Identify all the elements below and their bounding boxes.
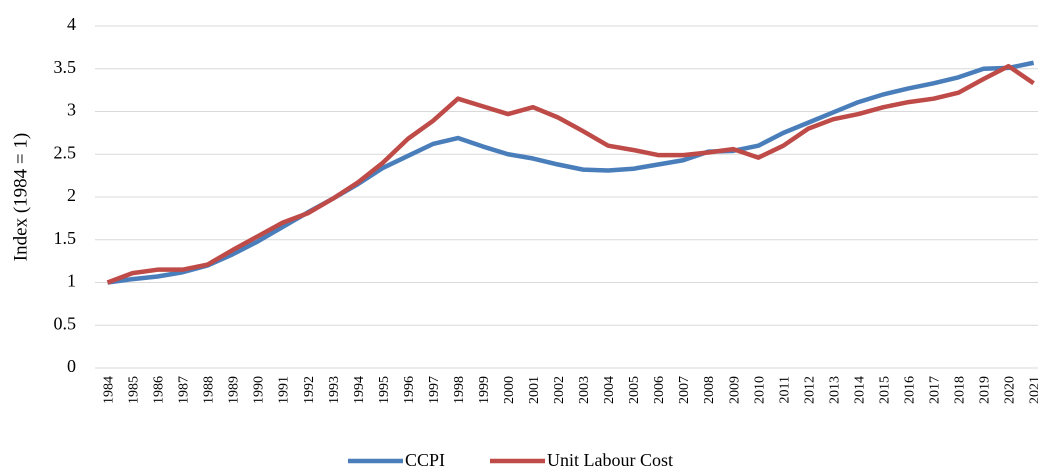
x-tick-label: 1998 <box>452 376 467 404</box>
x-tick-label: 1996 <box>402 376 417 404</box>
y-tick-label: 2 <box>67 185 76 205</box>
x-tick-label: 1993 <box>327 376 342 404</box>
x-tick-label: 2010 <box>752 376 767 404</box>
x-tick-label: 1988 <box>202 376 217 404</box>
y-tick-label: 1.5 <box>54 228 77 248</box>
y-tick-label: 3 <box>67 100 76 120</box>
x-tick-label: 2015 <box>877 376 892 404</box>
x-tick-label: 2002 <box>552 376 567 404</box>
x-tick-label: 2016 <box>902 376 917 404</box>
x-tick-label: 1997 <box>427 376 442 404</box>
x-tick-label: 2020 <box>1003 376 1018 404</box>
x-tick-label: 2007 <box>677 376 692 404</box>
x-tick-label: 2011 <box>777 376 792 403</box>
x-tick-label: 2018 <box>953 376 968 404</box>
y-axis-label: Index (1984 = 1) <box>10 133 31 261</box>
x-tick-label: 1986 <box>152 376 167 404</box>
legend-label: CCPI <box>405 450 445 470</box>
x-tick-label: 2005 <box>627 376 642 404</box>
x-tick-label: 1995 <box>377 376 392 404</box>
y-tick-label: 4 <box>67 14 76 34</box>
x-tick-label: 2004 <box>602 376 617 404</box>
x-tick-label: 1990 <box>252 376 267 404</box>
line-series <box>107 60 1035 285</box>
line-series <box>106 63 1035 285</box>
x-tick-label: 2001 <box>527 376 542 404</box>
x-tick-label: 2003 <box>577 376 592 404</box>
x-tick-label: 1989 <box>227 376 242 404</box>
y-tick-label: 0 <box>67 356 76 376</box>
x-tick-label: 2021 <box>1028 376 1038 404</box>
x-tick-label: 1987 <box>177 376 192 404</box>
x-tick-label: 2013 <box>827 376 842 404</box>
legend-label: Unit Labour Cost <box>547 450 673 470</box>
x-tick-label: 2014 <box>852 376 867 404</box>
x-tick-label: 2012 <box>802 376 817 404</box>
x-tick-label: 2006 <box>652 376 667 404</box>
x-tick-label: 2017 <box>928 376 943 404</box>
y-tick-label: 1 <box>67 271 76 291</box>
x-tick-label: 2000 <box>502 376 517 404</box>
y-tick-label: 2.5 <box>54 142 77 162</box>
x-tick-label: 1999 <box>477 376 492 404</box>
x-tick-label: 2009 <box>727 376 742 404</box>
x-tick-label: 1984 <box>102 376 117 404</box>
x-tick-label: 2019 <box>978 376 993 404</box>
x-tick-label: 1994 <box>352 376 367 404</box>
y-tick-label: 0.5 <box>54 313 77 333</box>
x-tick-label: 1991 <box>277 376 292 404</box>
x-tick-label: 1985 <box>127 376 142 404</box>
y-tick-label: 3.5 <box>54 57 77 77</box>
x-tick-label: 1992 <box>302 376 317 404</box>
x-tick-label: 2008 <box>702 376 717 404</box>
